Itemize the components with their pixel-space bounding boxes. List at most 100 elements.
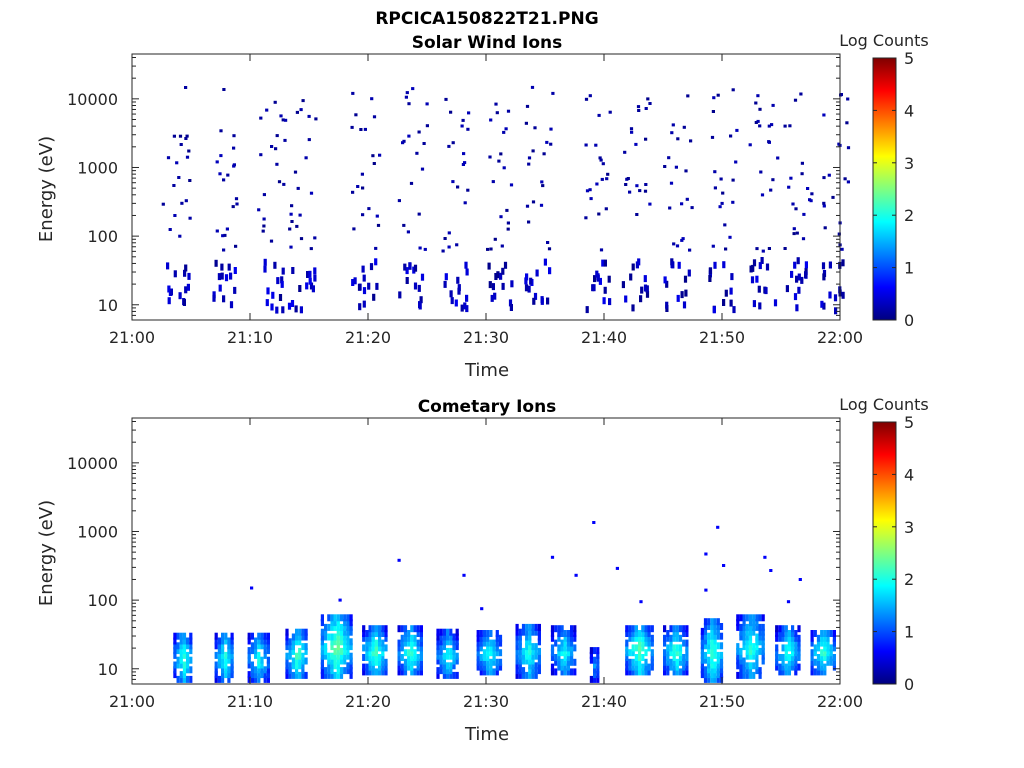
heatmap-cell [585, 306, 589, 314]
heatmap-cell [349, 638, 353, 646]
heatmap-cell [826, 658, 830, 666]
heatmap-cell [179, 647, 183, 655]
heatmap-cell [271, 291, 275, 299]
heatmap-cell [361, 265, 365, 273]
heatmap-cell [295, 657, 299, 665]
heatmap-cell [333, 638, 337, 646]
heatmap-cell [791, 639, 795, 647]
heatmap-cell [604, 207, 608, 211]
heatmap-cell [641, 630, 645, 637]
heatmap-cell [381, 658, 385, 666]
heatmap-cell [420, 167, 425, 171]
heatmap-cell [631, 644, 635, 652]
heatmap-cell [752, 652, 756, 660]
heatmap-cell [546, 297, 550, 305]
heatmap-cell [489, 247, 493, 251]
heatmap-cell [452, 638, 456, 646]
heatmap-cell [628, 663, 632, 671]
heatmap-cell [486, 668, 490, 676]
heatmap-cell [625, 644, 629, 652]
heatmap-cell [354, 113, 358, 117]
heatmap-cell [745, 633, 749, 641]
heatmap-cell [336, 671, 340, 679]
heatmap-cell [535, 269, 539, 277]
heatmap-cell [295, 662, 299, 670]
heatmap-cell [700, 637, 704, 645]
heatmap-cell [381, 668, 385, 676]
heatmap-cell [257, 637, 261, 645]
heatmap-cell [479, 668, 483, 676]
heatmap-cell [833, 294, 838, 302]
heatmap-cell [748, 652, 753, 660]
heatmap-cell [531, 671, 535, 679]
heatmap-cell [356, 185, 360, 188]
heatmap-cell [669, 634, 673, 642]
heatmap-cell [442, 671, 446, 679]
heatmap-cell [444, 273, 448, 281]
heatmap-cell [745, 643, 749, 651]
heatmap-cell [634, 663, 638, 671]
heatmap-cell [650, 625, 654, 633]
heatmap-cell [719, 656, 724, 664]
heatmap-cell [187, 149, 191, 153]
heatmap-cell [327, 623, 331, 631]
heatmap-cell [398, 291, 402, 299]
heatmap-cell [829, 658, 833, 666]
heatmap-cell [419, 634, 423, 642]
heatmap-cell [800, 161, 804, 165]
heatmap-cell [227, 651, 231, 659]
heatmap-cell [588, 188, 592, 192]
heatmap-cell [413, 649, 417, 657]
heatmap-cell [467, 111, 471, 115]
heatmap-cell [176, 656, 180, 664]
heatmap-cell [436, 647, 440, 655]
heatmap-cell [336, 633, 340, 641]
heatmap-cell [324, 643, 328, 651]
heatmap-cell [573, 668, 577, 676]
heatmap-cell [320, 614, 324, 622]
heatmap-cell [351, 279, 355, 286]
heatmap-cell [343, 633, 347, 641]
heatmap-cell [685, 639, 689, 647]
heatmap-cell [360, 172, 364, 176]
heatmap-cell [372, 293, 376, 301]
heatmap-cell [521, 671, 526, 679]
heatmap-cell [742, 667, 746, 675]
heatmap-cell [799, 92, 803, 96]
heatmap-cell [374, 625, 378, 633]
heatmap-cell [787, 185, 791, 189]
heatmap-cell [324, 671, 328, 679]
heatmap-cell [557, 658, 561, 666]
heatmap-cell [505, 208, 509, 212]
heatmap-cell [560, 649, 564, 657]
heatmap-cell [716, 618, 720, 626]
heatmap-cell [534, 643, 538, 651]
heatmap-cell [449, 290, 453, 298]
heatmap-cell [486, 634, 490, 642]
heatmap-cell [791, 625, 795, 633]
heatmap-cell [182, 647, 187, 655]
heatmap-cell [407, 102, 411, 106]
heatmap-cell [640, 286, 644, 294]
heatmap-cell [403, 663, 408, 671]
heatmap-cell [227, 666, 231, 674]
heatmap-cell [641, 634, 645, 642]
heatmap-cell [449, 662, 453, 670]
heatmap-cell [615, 566, 619, 570]
heatmap-cell [189, 632, 193, 640]
heatmap-cell [795, 275, 799, 283]
heatmap-cell [548, 267, 552, 275]
heatmap-cell [230, 651, 234, 659]
heatmap-cell [832, 639, 836, 647]
heatmap-cell [214, 666, 218, 674]
heatmap-cell [524, 284, 529, 292]
heatmap-cell [790, 270, 794, 278]
heatmap-cell [172, 134, 176, 138]
heatmap-cell [374, 654, 378, 661]
heatmap-cell [820, 634, 824, 642]
heatmap-cell [713, 623, 717, 630]
heatmap-cell [748, 633, 753, 641]
heatmap-cell [837, 232, 841, 236]
heatmap-cell [710, 637, 714, 645]
heatmap-cell [498, 649, 503, 657]
